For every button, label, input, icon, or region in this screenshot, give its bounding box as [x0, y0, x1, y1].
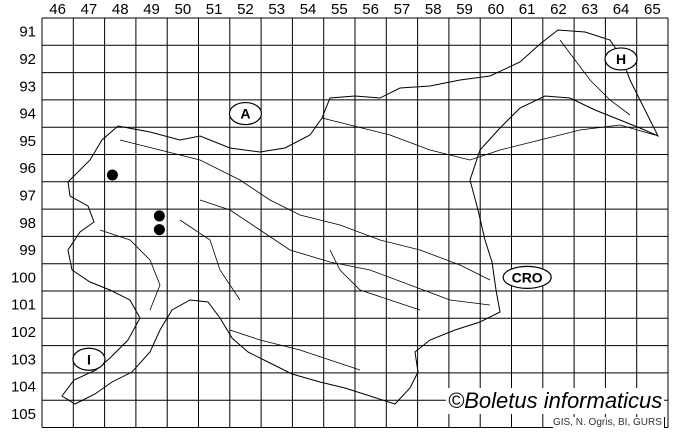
row-label: 95: [19, 133, 36, 150]
column-label: 52: [237, 1, 254, 18]
slovenia-border: [61, 29, 660, 405]
source-text: GIS, N. Ogris, BI, GURS: [553, 417, 665, 428]
row-label: 91: [19, 24, 36, 41]
country-label-ellipse: [228, 101, 263, 126]
column-label: 63: [581, 1, 598, 18]
country-label: I: [87, 351, 91, 367]
row-label: 93: [19, 78, 36, 95]
row-label: 103: [11, 351, 36, 368]
country-label: A: [240, 106, 250, 122]
row-label: 101: [11, 297, 36, 314]
row-labels: 91 92 93 94 95 96 97 98 99 100 101 102 103 104 105: [11, 24, 36, 423]
column-label: 61: [519, 1, 536, 18]
rivers: [99, 39, 656, 371]
records: [106, 169, 165, 236]
column-label: 57: [394, 1, 411, 18]
column-label: 60: [488, 1, 505, 18]
column-label: 65: [644, 1, 661, 18]
credit-text: ©Boletus informaticus: [446, 388, 665, 414]
column-label: 53: [268, 1, 285, 18]
row-label: 98: [19, 215, 36, 232]
row-label: 100: [11, 269, 36, 286]
column-label: 48: [112, 1, 129, 18]
column-labels: 46 47 48 49 50 51 52 53 54 55 56 57 58 59 60 61 62 63 64 65: [49, 1, 660, 18]
row-label: 96: [19, 160, 36, 177]
record-dot: [153, 210, 165, 222]
row-label: 97: [19, 187, 36, 204]
column-label: 62: [550, 1, 567, 18]
country-label-ellipse: [72, 347, 106, 371]
column-label: 58: [425, 1, 442, 18]
country-labels: A H CRO I: [72, 47, 638, 371]
country-label: CRO: [512, 269, 543, 285]
row-label: 94: [19, 106, 36, 123]
row-label: 99: [19, 242, 36, 259]
column-label: 46: [49, 1, 66, 18]
record-dot: [153, 224, 165, 236]
column-label: 49: [143, 1, 160, 18]
grid: [41, 17, 669, 428]
column-label: 64: [613, 1, 630, 18]
column-label: 55: [331, 1, 348, 18]
country-label: H: [616, 51, 626, 67]
column-label: 50: [175, 1, 192, 18]
column-label: 54: [300, 1, 317, 18]
column-label: 51: [206, 1, 223, 18]
record-dot: [106, 169, 118, 181]
row-label: 105: [11, 406, 36, 423]
column-label: 47: [81, 1, 98, 18]
column-label: 59: [456, 1, 473, 18]
row-label: 92: [19, 51, 36, 68]
row-label: 104: [11, 379, 36, 396]
country-label-ellipse: [604, 47, 638, 71]
column-label: 56: [362, 1, 379, 18]
row-label: 102: [11, 324, 36, 341]
country-label-ellipse: [502, 265, 552, 289]
